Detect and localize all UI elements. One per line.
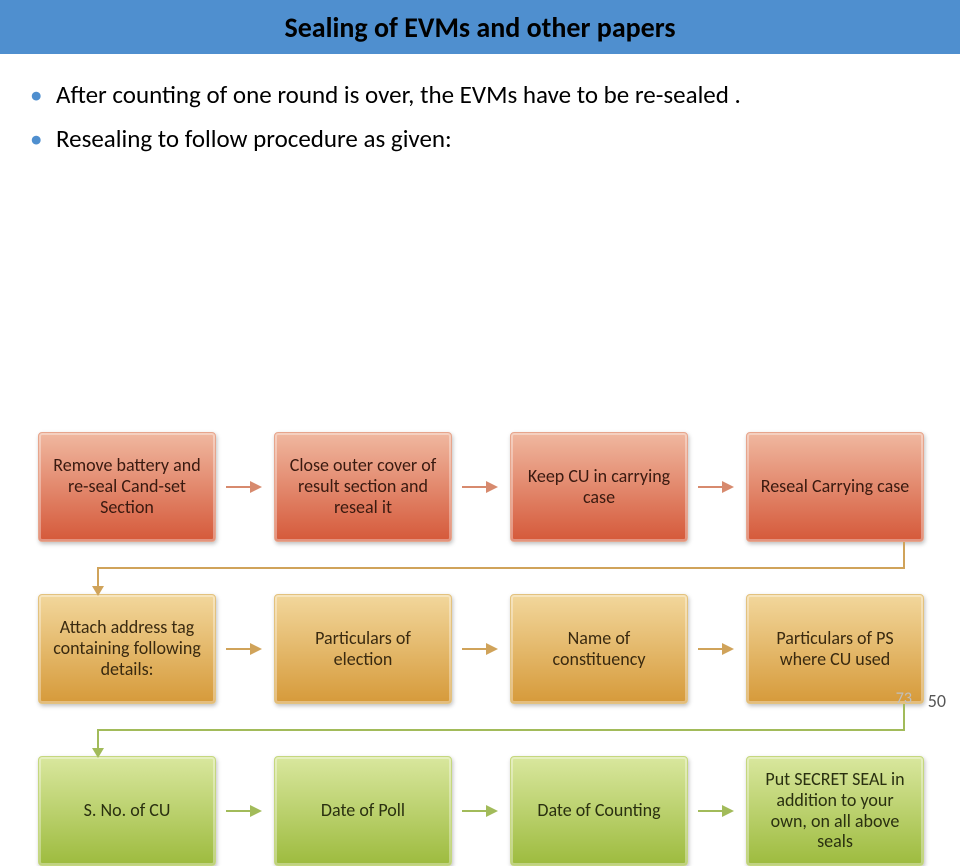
flow-box: Date of Counting [510, 756, 688, 866]
flow-arrow-right [696, 639, 734, 659]
flow-box: Put SECRET SEAL in addition to your own,… [746, 756, 924, 866]
flow-arrow-right [460, 639, 498, 659]
bullet-item: Resealing to follow procedure as given: [56, 122, 924, 156]
flow-arrow-right [696, 477, 734, 497]
flow-box: Particulars of election [274, 594, 452, 704]
flow-box: Keep CU in carrying case [510, 432, 688, 542]
title-bar: Sealing of EVMs and other papers [0, 0, 960, 54]
page-title: Sealing of EVMs and other papers [284, 10, 675, 45]
flow-box: Attach address tag containing following … [38, 594, 216, 704]
flow-arrow-right [224, 477, 262, 497]
faint-number: 73 [896, 689, 912, 708]
flow-arrow-right [224, 801, 262, 821]
flow-box: Date of Poll [274, 756, 452, 866]
flow-box: Remove battery and re-seal Cand-set Sect… [38, 432, 216, 542]
flow-box: Close outer cover of result section and … [274, 432, 452, 542]
flow-box: Name of constituency [510, 594, 688, 704]
bullet-item: After counting of one round is over, the… [56, 78, 924, 112]
flow-box: Particulars of PS where CU used [746, 594, 924, 704]
flow-arrow-right [460, 801, 498, 821]
page-number: 50 [928, 690, 946, 712]
flow-box: S. No. of CU [38, 756, 216, 866]
flow-arrow-wrap [88, 704, 924, 768]
flow-arrow-right [224, 639, 262, 659]
flow-arrow-right [460, 477, 498, 497]
flow-arrow-wrap [88, 542, 924, 606]
flow-box: Reseal Carrying case [746, 432, 924, 542]
bullet-list: After counting of one round is over, the… [0, 54, 960, 176]
flow-arrow-right [696, 801, 734, 821]
